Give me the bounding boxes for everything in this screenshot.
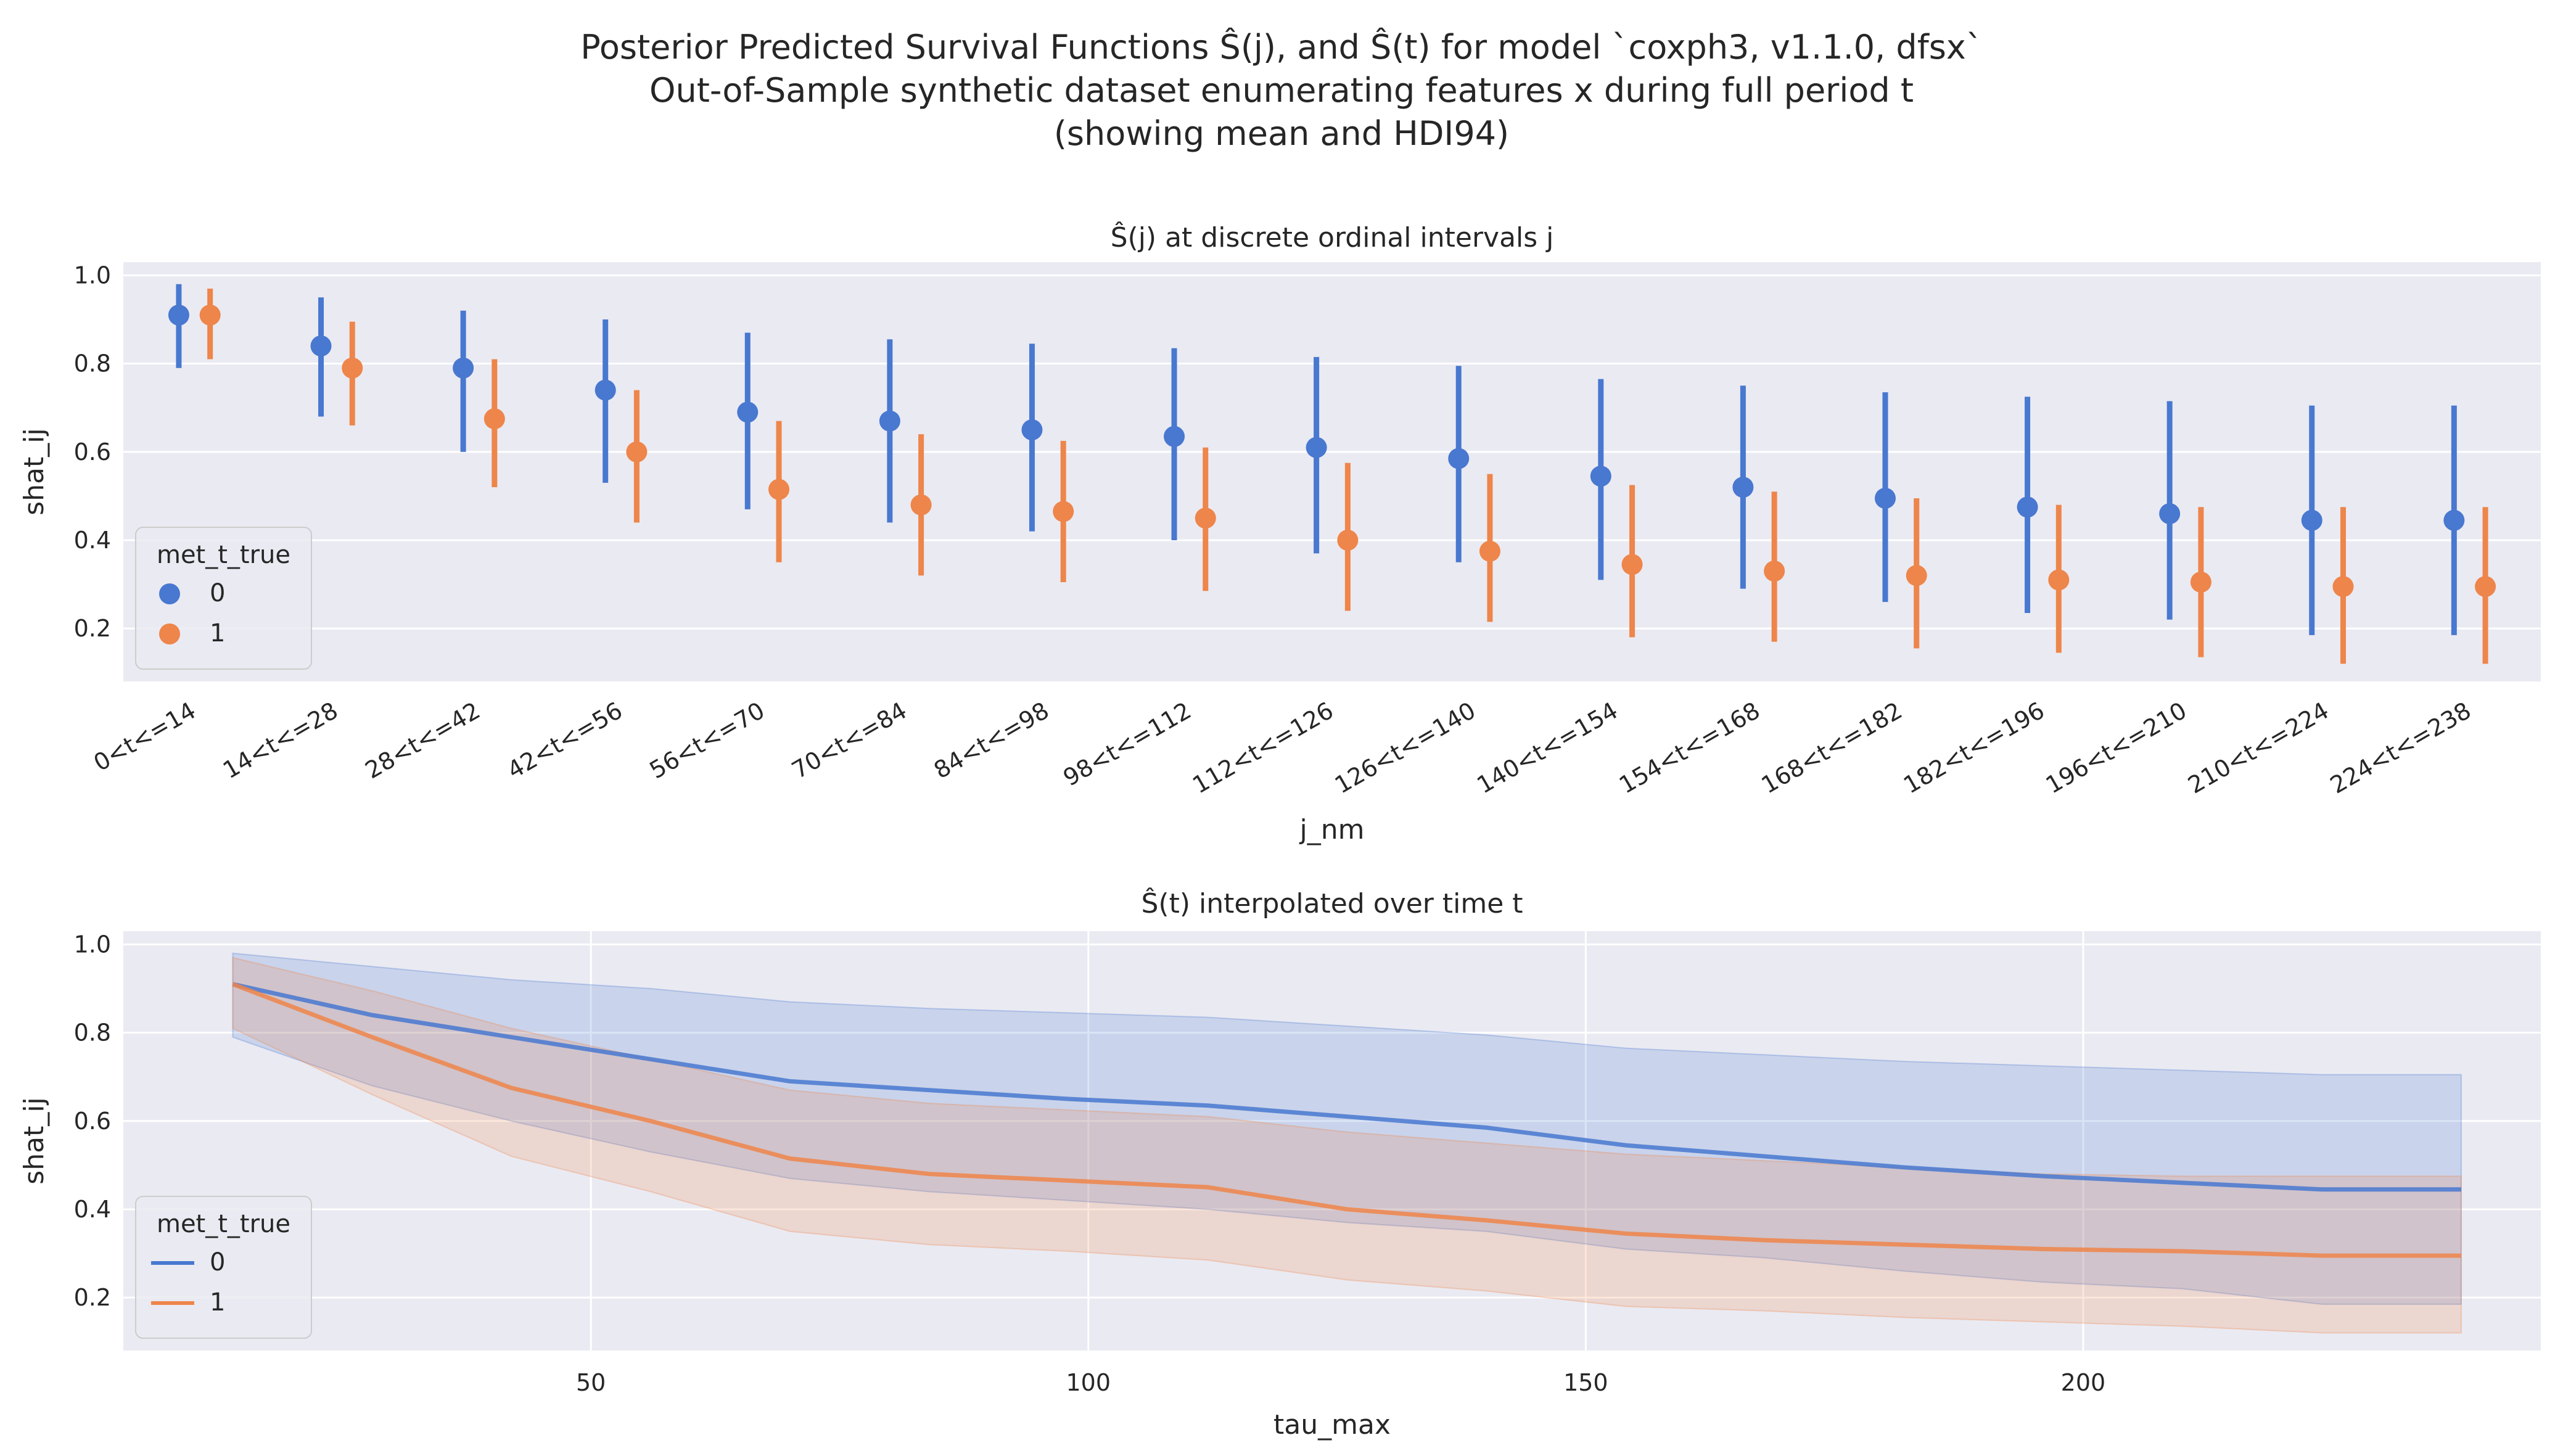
figure-title-line-3: (showing mean and HDI94) bbox=[1054, 114, 1509, 153]
data-point bbox=[1053, 501, 1074, 522]
x-tick-label: 50 bbox=[576, 1369, 606, 1396]
hdi-band bbox=[232, 952, 2462, 1305]
data-point bbox=[910, 494, 932, 516]
x-tick-label: 70<t<=84 bbox=[787, 697, 911, 784]
data-point bbox=[768, 479, 790, 500]
y-tick-label: 0.2 bbox=[74, 615, 111, 642]
chart1-title: Ŝ(j) at discrete ordinal intervals j bbox=[1111, 221, 1554, 253]
figure-title-line-1: Posterior Predicted Survival Functions Ŝ… bbox=[580, 28, 1983, 67]
x-tick-label: 200 bbox=[2061, 1369, 2106, 1396]
x-tick-label: 126<t<=140 bbox=[1330, 697, 1480, 799]
y-tick-label: 0.8 bbox=[74, 350, 111, 377]
legend-label: 0 bbox=[210, 1248, 225, 1277]
data-point bbox=[1874, 487, 1896, 509]
x-tick-label: 154<t<=168 bbox=[1615, 697, 1764, 799]
x-axis-label: j_nm bbox=[1299, 814, 1365, 845]
x-tick-label: 196<t<=210 bbox=[2041, 697, 2191, 799]
y-tick-label: 0.6 bbox=[74, 438, 111, 466]
hdi-band bbox=[232, 956, 2462, 1334]
x-tick-label: 224<t<=238 bbox=[2326, 697, 2475, 799]
data-point bbox=[2475, 576, 2496, 598]
chart2-title: Ŝ(t) interpolated over time t bbox=[1141, 887, 1523, 919]
data-point bbox=[2159, 503, 2181, 524]
x-tick-label: 84<t<=98 bbox=[929, 697, 1053, 784]
y-tick-label: 0.8 bbox=[74, 1019, 111, 1047]
data-point bbox=[879, 410, 900, 432]
data-point bbox=[1479, 540, 1500, 562]
x-tick-label: 28<t<=42 bbox=[361, 697, 485, 784]
figure-title-line-2: Out-of-Sample synthetic dataset enumerat… bbox=[649, 71, 1914, 110]
y-tick-label: 0.4 bbox=[74, 527, 111, 554]
x-tick-label: 14<t<=28 bbox=[218, 697, 342, 784]
data-point bbox=[1764, 561, 1785, 582]
y-tick-label: 1.0 bbox=[74, 931, 111, 958]
x-tick-label: 210<t<=224 bbox=[2183, 697, 2333, 799]
point-interval-chart: Ŝ(j) at discrete ordinal intervals j 0.2… bbox=[19, 221, 2541, 845]
interpolated-line-chart: Ŝ(t) interpolated over time t 0.2 0.4 0.6 0… bbox=[19, 887, 2541, 1441]
y-tick-label: 0.4 bbox=[74, 1196, 111, 1223]
y-axis-label: shat_ij bbox=[19, 1097, 50, 1184]
y-tick-label: 1.0 bbox=[74, 261, 111, 289]
data-point bbox=[1021, 419, 1043, 440]
data-point bbox=[1621, 554, 1643, 575]
x-tick-label: 168<t<=182 bbox=[1757, 697, 1907, 799]
data-point bbox=[2301, 509, 2322, 531]
x-axis-label: tau_max bbox=[1273, 1409, 1391, 1441]
data-point bbox=[199, 304, 221, 326]
x-tick-label: 150 bbox=[1563, 1369, 1608, 1396]
x-tick-label: 56<t<=70 bbox=[645, 697, 769, 784]
data-point bbox=[626, 441, 648, 463]
data-point bbox=[737, 401, 759, 423]
data-point bbox=[2443, 509, 2465, 531]
mean-line bbox=[232, 982, 2461, 1258]
data-point bbox=[1164, 426, 1185, 447]
data-point bbox=[2190, 571, 2211, 593]
data-point bbox=[1306, 437, 1327, 458]
data-point bbox=[483, 408, 505, 430]
y-tick-label: 0.6 bbox=[74, 1108, 111, 1135]
x-tick-label: 100 bbox=[1066, 1369, 1111, 1396]
data-point bbox=[1906, 565, 1927, 586]
plot-area bbox=[123, 931, 2541, 1351]
legend-title: met_t_true bbox=[157, 541, 290, 569]
plot-area bbox=[123, 262, 2541, 681]
data-point bbox=[2332, 576, 2354, 598]
x-tick-label: 140<t<=154 bbox=[1472, 697, 1622, 799]
legend-marker bbox=[159, 623, 180, 644]
y-axis-label: shat_ij bbox=[19, 428, 50, 515]
data-point bbox=[2048, 569, 2070, 591]
data-point bbox=[310, 335, 332, 356]
data-point bbox=[168, 304, 189, 326]
x-tick-label: 42<t<=56 bbox=[503, 697, 627, 784]
legend-title: met_t_true bbox=[157, 1210, 290, 1238]
legend-label: 1 bbox=[210, 1288, 225, 1317]
legend-marker bbox=[159, 583, 180, 604]
data-point bbox=[453, 357, 474, 379]
mean-line bbox=[232, 982, 2461, 1192]
data-point bbox=[1590, 466, 1611, 487]
data-point bbox=[1448, 448, 1470, 469]
x-tick-label: 112<t<=126 bbox=[1188, 697, 1338, 799]
data-point bbox=[594, 379, 616, 401]
data-point bbox=[1195, 508, 1216, 529]
x-tick-label: 182<t<=196 bbox=[1899, 697, 2049, 799]
legend-label: 0 bbox=[210, 579, 225, 607]
y-tick-label: 0.2 bbox=[74, 1284, 111, 1311]
data-point bbox=[1732, 477, 1754, 498]
x-tick-label: 0<t<=14 bbox=[89, 697, 200, 777]
data-point bbox=[342, 357, 363, 379]
data-point bbox=[2017, 496, 2038, 518]
legend-label: 1 bbox=[210, 619, 225, 648]
x-tick-label: 98<t<=112 bbox=[1059, 697, 1196, 792]
data-point bbox=[1337, 529, 1359, 551]
